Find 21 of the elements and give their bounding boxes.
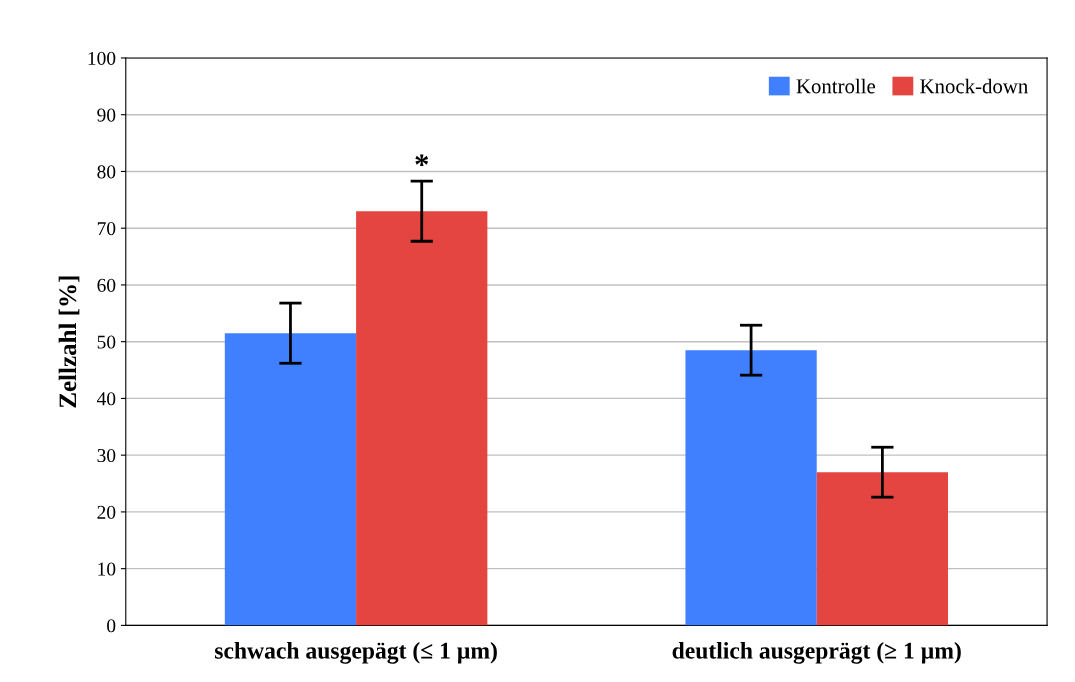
y-tick-label: 70 — [97, 222, 116, 236]
annotation: * — [415, 154, 429, 166]
y-tick-label: 50 — [97, 335, 116, 349]
legend-label: Kontrolle — [796, 78, 876, 94]
y-tick-label: 90 — [97, 108, 116, 122]
bar — [356, 211, 488, 626]
y-tick-label: 0 — [107, 619, 116, 633]
y-axis-title: Zellzahl [%] — [58, 276, 80, 408]
legend-label: Knock-down — [920, 78, 1028, 94]
bar — [224, 333, 357, 626]
y-tick-label: 40 — [96, 392, 116, 406]
x-tick-label: deutlich ausgeprägt (≥ 1 µm) — [672, 642, 961, 664]
y-tick-label: 30 — [97, 448, 116, 463]
y-tick-label: 10 — [98, 562, 116, 576]
y-tick-label: 60 — [97, 278, 116, 292]
bar — [816, 472, 949, 626]
x-tick-label: schwach ausgepägt (≤ 1 µm) — [214, 642, 497, 664]
bar — [685, 350, 817, 626]
y-tick-label: 100 — [88, 51, 116, 65]
y-tick-label: 80 — [97, 165, 116, 179]
y-tick-label: 20 — [97, 505, 116, 519]
